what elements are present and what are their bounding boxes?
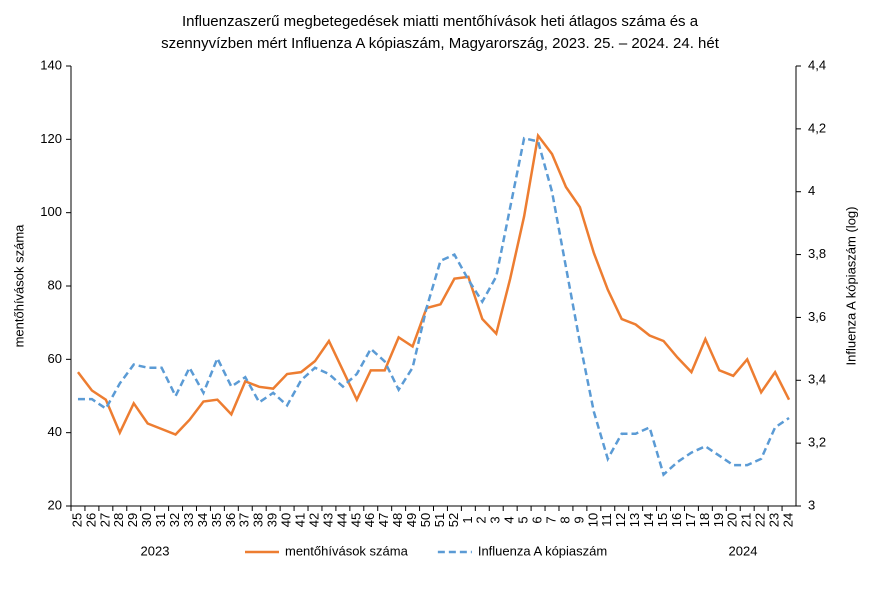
x-tick-label: 30 [139, 513, 154, 527]
x-tick-label: 8 [557, 516, 572, 523]
x-tick-label: 4 [502, 516, 517, 523]
y-tick-label: 80 [48, 277, 62, 292]
y2-tick-label: 3,6 [808, 309, 826, 324]
x-tick-label: 6 [530, 516, 545, 523]
x-tick-label: 19 [711, 513, 726, 527]
y2-tick-label: 3,4 [808, 372, 826, 387]
x-tick-label: 9 [571, 516, 586, 523]
x-tick-label: 41 [292, 513, 307, 527]
x-tick-label: 21 [739, 513, 754, 527]
legend-label: mentőhívások száma [285, 543, 409, 558]
x-tick-label: 34 [195, 513, 210, 527]
x-tick-label: 42 [306, 513, 321, 527]
y2-tick-label: 3 [808, 497, 815, 512]
y2-tick-label: 3,8 [808, 246, 826, 261]
x-tick-label: 27 [97, 513, 112, 527]
x-tick-label: 36 [223, 513, 238, 527]
x-tick-label: 14 [641, 513, 656, 527]
x-tick-label: 10 [585, 513, 600, 527]
x-tick-label: 7 [543, 516, 558, 523]
x-tick-label: 22 [753, 513, 768, 527]
y-axis-title: mentőhívások száma [11, 224, 26, 348]
x-tick-label: 29 [125, 513, 140, 527]
series-line [77, 136, 790, 477]
y-tick-label: 60 [48, 351, 62, 366]
x-tick-label: 35 [209, 513, 224, 527]
x-tick-label: 45 [348, 513, 363, 527]
x-tick-label: 33 [181, 513, 196, 527]
x-tick-label: 23 [767, 513, 782, 527]
x-tick-label: 15 [655, 513, 670, 527]
y-tick-label: 140 [40, 57, 62, 72]
y2-tick-label: 3,2 [808, 435, 826, 450]
x-tick-label: 44 [334, 513, 349, 527]
y-tick-label: 120 [40, 131, 62, 146]
x-tick-label: 32 [167, 513, 182, 527]
x-tick-label: 26 [83, 513, 98, 527]
x-tick-label: 18 [697, 513, 712, 527]
x-tick-label: 48 [390, 513, 405, 527]
y2-tick-label: 4,4 [808, 57, 826, 72]
x-tick-label: 12 [613, 513, 628, 527]
y-tick-label: 40 [48, 424, 62, 439]
x-tick-label: 47 [376, 513, 391, 527]
x-tick-label: 51 [432, 513, 447, 527]
year-label: 2024 [729, 543, 758, 558]
x-tick-label: 50 [418, 513, 433, 527]
x-tick-label: 31 [153, 513, 168, 527]
x-tick-label: 13 [627, 513, 642, 527]
x-tick-label: 37 [237, 513, 252, 527]
x-tick-label: 5 [516, 516, 531, 523]
year-label: 2023 [141, 543, 170, 558]
x-tick-label: 49 [404, 513, 419, 527]
x-tick-label: 39 [265, 513, 280, 527]
series-line [76, 132, 791, 436]
x-tick-label: 17 [683, 513, 698, 527]
y2-tick-label: 4 [808, 183, 815, 198]
y2-axis-title: Influenza A kópiaszám (log) [843, 207, 858, 366]
x-tick-label: 40 [279, 513, 294, 527]
x-tick-label: 16 [669, 513, 684, 527]
x-tick-label: 1 [460, 516, 475, 523]
x-tick-label: 28 [111, 513, 126, 527]
x-tick-label: 52 [446, 513, 461, 527]
x-tick-label: 43 [320, 513, 335, 527]
x-tick-label: 25 [69, 513, 84, 527]
chart-title: Influenzaszerű megbetegedések miatti men… [161, 13, 720, 52]
legend-label: Influenza A kópiaszám [478, 543, 607, 558]
y-tick-label: 100 [40, 204, 62, 219]
x-tick-label: 11 [599, 513, 614, 527]
x-tick-label: 24 [780, 513, 795, 527]
x-tick-label: 2 [474, 516, 489, 523]
y2-tick-label: 4,2 [808, 120, 826, 135]
x-tick-label: 20 [725, 513, 740, 527]
x-tick-label: 38 [251, 513, 266, 527]
y-tick-label: 20 [48, 497, 62, 512]
x-tick-label: 3 [488, 516, 503, 523]
x-tick-label: 46 [362, 513, 377, 527]
